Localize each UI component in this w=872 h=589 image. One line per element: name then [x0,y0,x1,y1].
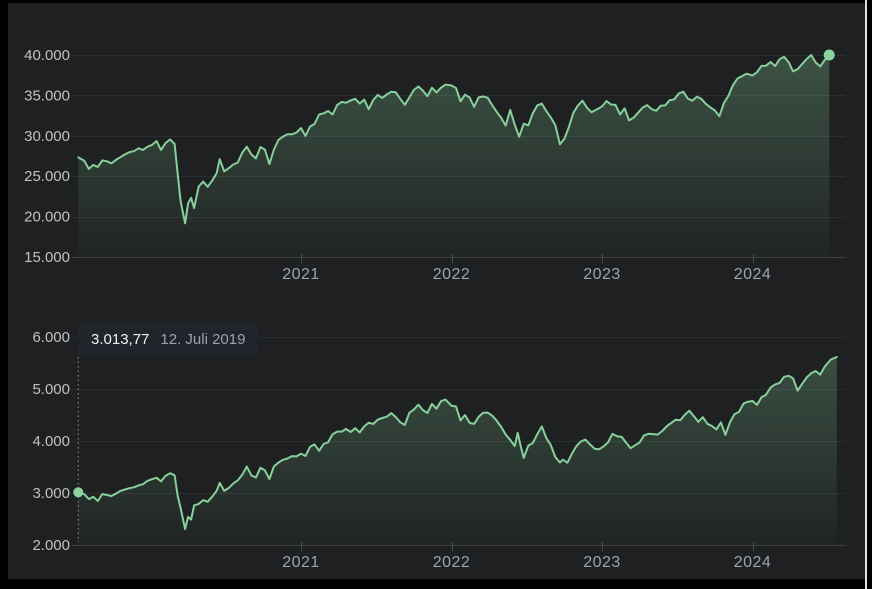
crosshair-tooltip: 3.013,77 12. Juli 2019 [78,323,259,355]
x-axis-label: 2023 [583,554,621,571]
series-area [78,357,837,545]
y-axis-label: 5.000 [32,381,70,398]
tooltip-value: 3.013,77 [91,330,150,348]
x-axis-label: 2022 [433,266,471,283]
x-axis-label: 2021 [282,554,320,571]
y-axis-label: 20.000 [24,209,70,226]
tooltip-date: 12. Juli 2019 [160,330,246,348]
y-axis-label: 25.000 [24,168,70,185]
y-axis-label: 3.000 [32,485,70,502]
marker-dot [73,487,84,498]
marker-dot [823,49,835,61]
top-chart: 40.000 35.000 30.000 25.000 20.000 15.000 2021… [24,47,845,283]
x-axis-label: 2024 [734,266,772,283]
series-line [77,54,831,225]
y-axis-label: 4.000 [32,433,70,450]
x-axis-label: 2021 [282,266,320,283]
series-area [78,55,830,257]
x-axis-label: 2023 [583,266,621,283]
y-axis-label: 30.000 [24,128,70,145]
x-axis-label: 2022 [433,554,471,571]
y-axis-label: 6.000 [32,329,70,346]
window-edge-line [865,0,867,589]
series-line [77,356,838,531]
y-axis-label: 15.000 [24,249,70,266]
x-axis-label: 2024 [734,554,772,571]
bottom-chart: 6.000 5.000 4.000 3.000 2.000 2021 2022 2023 202… [32,329,845,571]
y-axis-label: 40.000 [24,47,70,64]
y-axis-label: 2.000 [32,537,70,554]
y-axis-label: 35.000 [24,87,70,104]
